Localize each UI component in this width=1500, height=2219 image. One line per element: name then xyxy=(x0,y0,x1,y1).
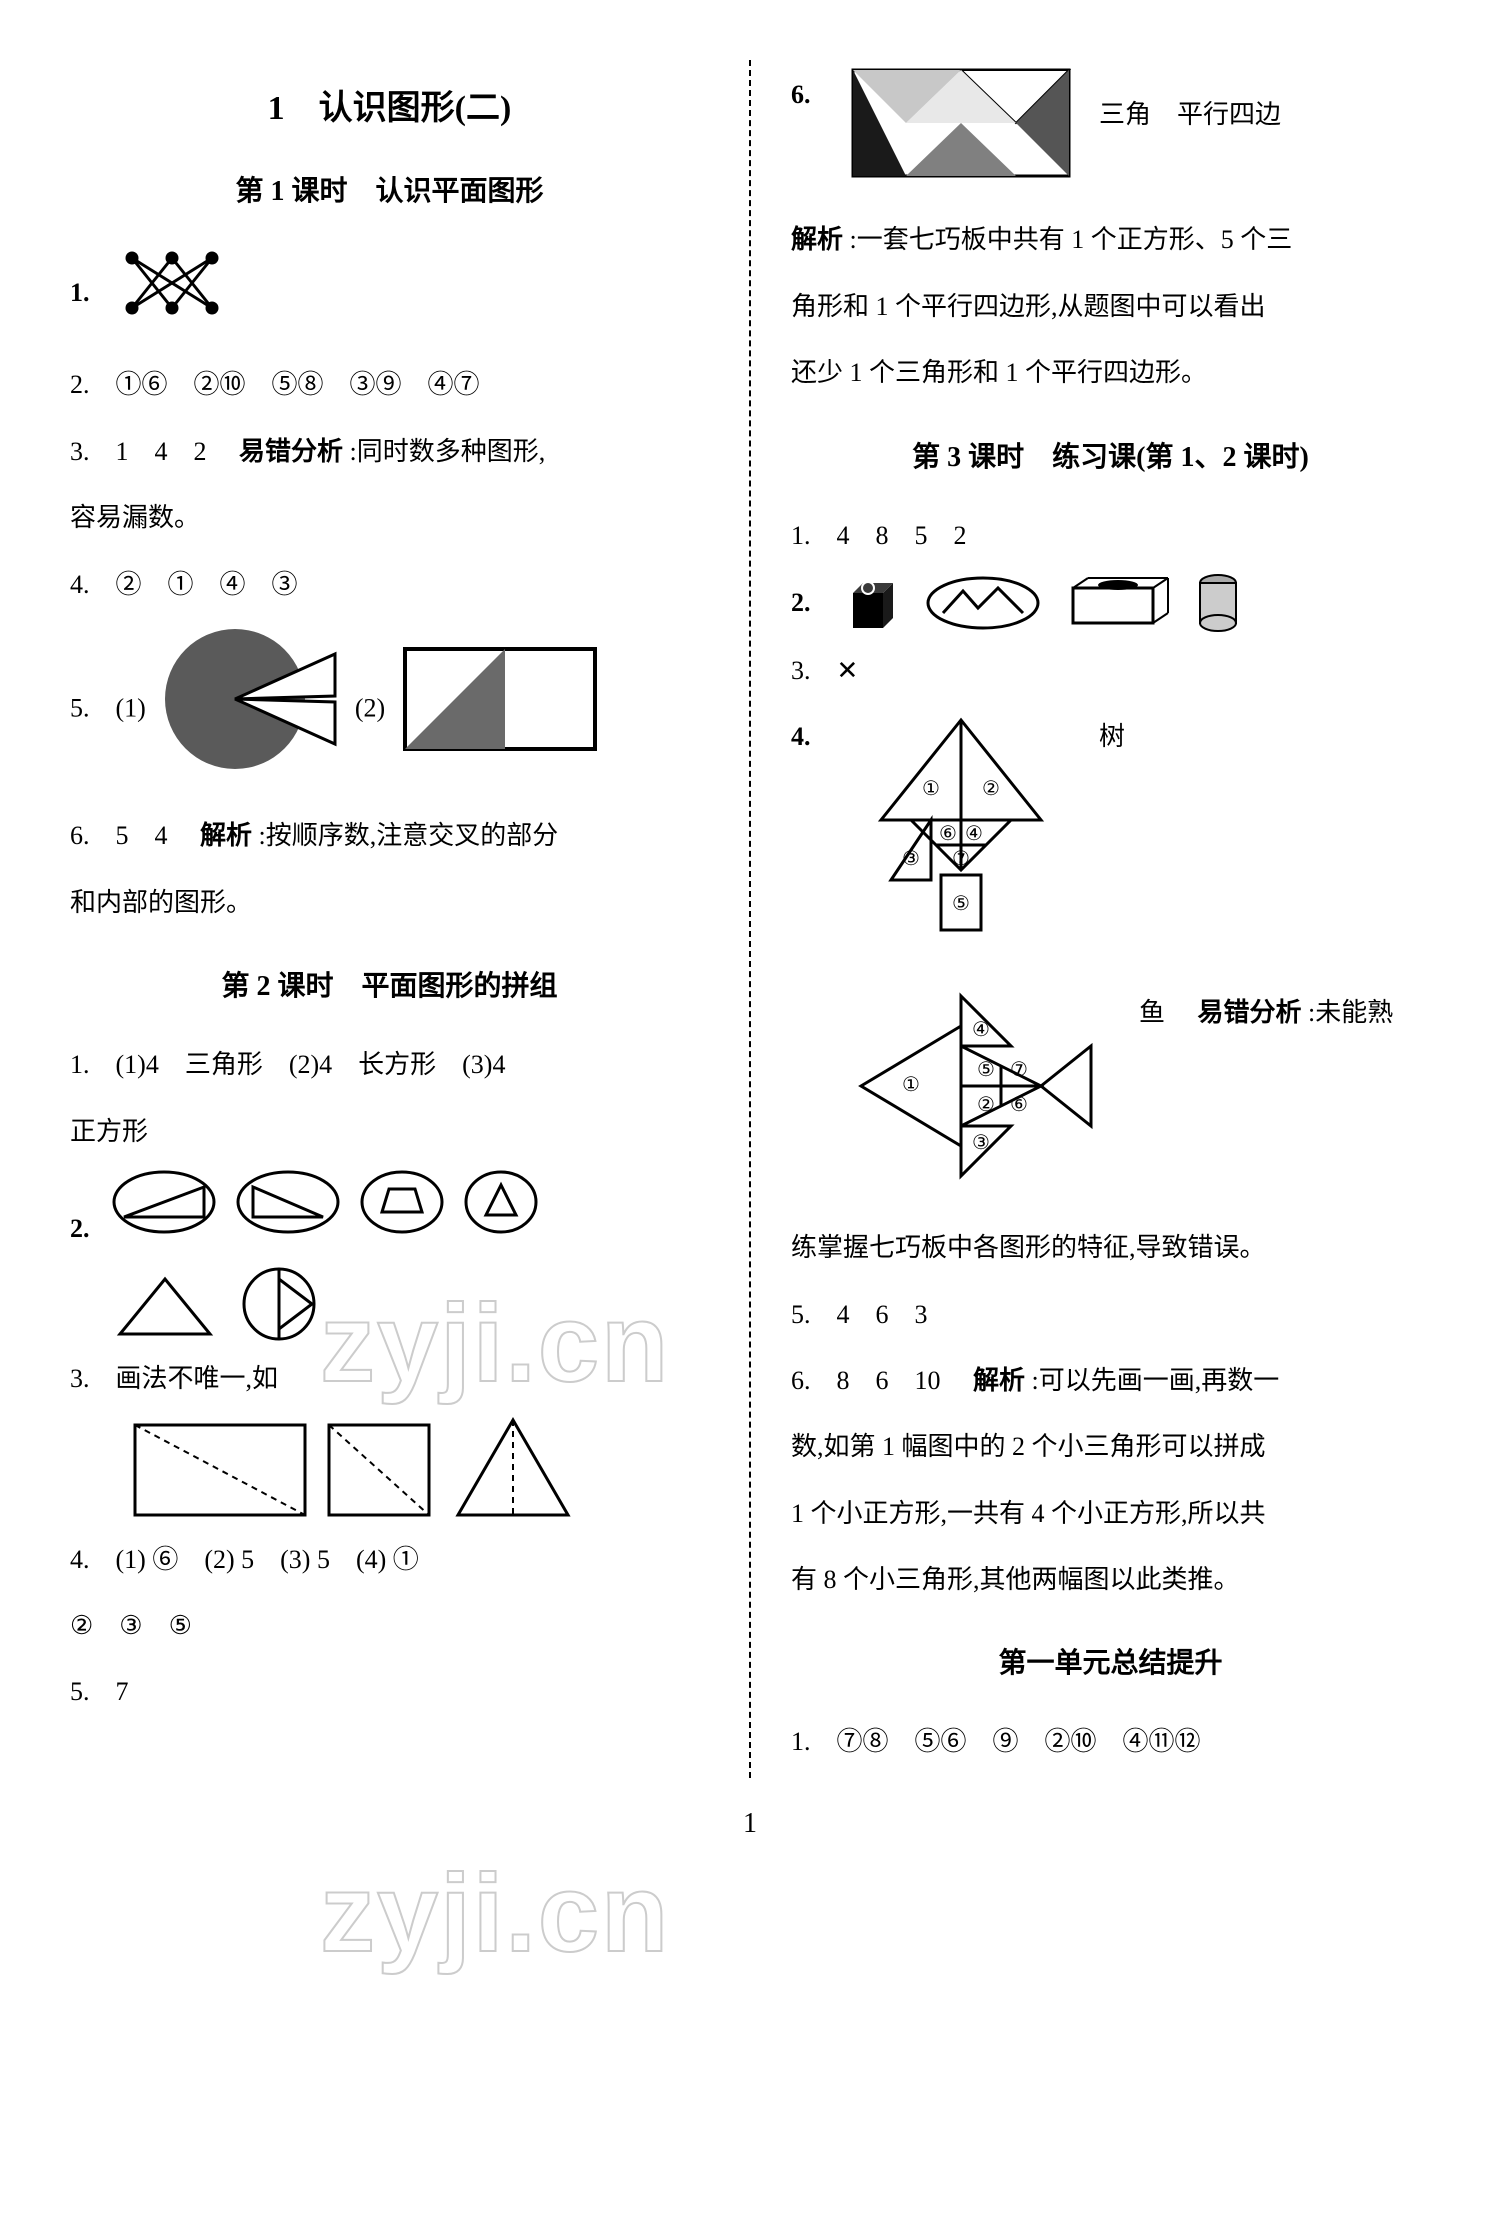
svg-text:③: ③ xyxy=(972,1132,990,1154)
cylinder-icon xyxy=(1193,571,1243,636)
two-column-layout: 1 认识图形(二) 第 1 课时 认识平面图形 1. 2. ①⑥ ②⑩ ⑤⑧ ③… xyxy=(70,60,1430,1778)
q6: 6. 5 4 解析 :按顺序数,注意交叉的部分 xyxy=(70,805,709,867)
err-label: 易错分析 xyxy=(1198,998,1302,1027)
s2-q1: 1. (1)4 三角形 (2)4 长方形 (3)4 xyxy=(70,1034,709,1096)
svg-text:④: ④ xyxy=(965,823,983,845)
s3-q6: 6. 8 6 10 解析 :可以先画一画,再数一 xyxy=(791,1350,1430,1412)
jx-label: 解析 xyxy=(791,225,843,254)
q3-text-a: 3. 1 4 2 xyxy=(70,437,233,466)
s3-q4-fish: ① ④ ⑤⑦ ②⑥ ③ 鱼 易错分析 :未能熟 xyxy=(791,982,1430,1213)
watermark: zyji.cn xyxy=(320,1850,670,1977)
s2-q1b: 正方形 xyxy=(70,1101,709,1163)
s3-q4-err2: 练掌握七巧板中各图形的特征,导致错误。 xyxy=(791,1217,1430,1279)
fish-label-group: 鱼 易错分析 :未能熟 xyxy=(1139,982,1393,1044)
tangram-rect xyxy=(851,68,1071,201)
s3-q2: 2. xyxy=(791,571,1430,636)
svg-text:⑦: ⑦ xyxy=(1010,1059,1028,1081)
q6-cont: 和内部的图形。 xyxy=(70,872,709,934)
q3-text-b: :同时数多种图形, xyxy=(350,437,546,466)
section-1-title: 第 1 课时 认识平面图形 xyxy=(70,169,709,209)
svg-text:①: ① xyxy=(902,1074,920,1096)
s2-q3: 3. 画法不唯一,如 xyxy=(70,1348,709,1410)
crosshatch-figure xyxy=(117,243,227,346)
svg-text:⑦: ⑦ xyxy=(952,848,970,870)
s3-q4: 4. ① ② ③⑥ ④ ⑦ xyxy=(791,706,1430,977)
s3-q5: 5. 4 6 3 xyxy=(791,1284,1430,1346)
s3-q6e: 有 8 个小三角形,其他两幅图以此类推。 xyxy=(791,1549,1430,1611)
q2: 2. ①⑥ ②⑩ ⑤⑧ ③⑨ ④⑦ xyxy=(70,354,709,416)
s2-q2: 2. xyxy=(70,1167,709,1260)
q1-num: 1. xyxy=(70,262,102,324)
s3-q6-b: :可以先画一画,再数一 xyxy=(1032,1366,1280,1395)
svg-text:⑥: ⑥ xyxy=(1010,1094,1028,1116)
svg-text:①: ① xyxy=(922,778,940,800)
q4: 4. ② ① ④ ③ xyxy=(70,554,709,616)
s3-q6c: 数,如第 1 幅图中的 2 个小三角形可以拼成 xyxy=(791,1416,1430,1478)
s4-q1: 1. ⑦⑧ ⑤⑥ ⑨ ②⑩ ④⑪⑫ xyxy=(791,1711,1430,1773)
q3-cont: 容易漏数。 xyxy=(70,487,709,549)
page-number: 1 xyxy=(70,1808,1430,1840)
svg-text:⑥: ⑥ xyxy=(939,823,957,845)
q5: 5. (1) (2) xyxy=(70,620,709,801)
tree-label: 树 xyxy=(1099,706,1125,768)
fish-label: 鱼 xyxy=(1139,998,1191,1027)
s2-q5: 5. 7 xyxy=(70,1661,709,1723)
r-jx1: 解析 :一套七巧板中共有 1 个正方形、5 个三 xyxy=(791,209,1430,271)
left-column: 1 认识图形(二) 第 1 课时 认识平面图形 1. 2. ①⑥ ②⑩ ⑤⑧ ③… xyxy=(70,60,709,1778)
s3-q2-num: 2. xyxy=(791,572,823,634)
svg-text:⑤: ⑤ xyxy=(952,893,970,915)
tangram-fish: ① ④ ⑤⑦ ②⑥ ③ xyxy=(851,986,1111,1209)
s3-q6-label: 解析 xyxy=(973,1366,1025,1395)
r-jx2: 角形和 1 个平行四边形,从题图中可以看出 xyxy=(791,276,1430,338)
r-q6-num: 6. xyxy=(791,64,823,126)
chapter-title: 1 认识图形(二) xyxy=(70,80,709,129)
section-4-title: 第一单元总结提升 xyxy=(791,1641,1430,1681)
oval-shapes-row2 xyxy=(110,1264,709,1344)
s3-q1: 1. 4 8 5 2 xyxy=(791,505,1430,567)
column-divider xyxy=(749,60,751,1778)
q3-label: 易错分析 xyxy=(239,437,343,466)
right-column: 6. 三角 平行四边 解析 :一套七巧板中共有 1 个正方形、5 个三 角形和 … xyxy=(791,60,1430,1778)
tissue-box-icon xyxy=(1063,573,1173,633)
svg-text:⑤: ⑤ xyxy=(977,1059,995,1081)
q6-text-b: :按顺序数,注意交叉的部分 xyxy=(259,821,559,850)
s3-q6-a: 6. 8 6 10 xyxy=(791,1366,967,1395)
s2-q2-num: 2. xyxy=(70,1198,102,1260)
q3: 3. 1 4 2 易错分析 :同时数多种图形, xyxy=(70,421,709,483)
s2-q3-shapes xyxy=(130,1415,709,1525)
circle-with-triangles xyxy=(160,624,340,797)
q6-label: 解析 xyxy=(200,821,252,850)
q1: 1. xyxy=(70,239,709,350)
mountains-oval-icon xyxy=(923,573,1043,633)
section-3-title: 第 3 课时 练习课(第 1、2 课时) xyxy=(791,435,1430,475)
r-q6: 6. 三角 平行四边 xyxy=(791,64,1430,205)
s3-q6d: 1 个小正方形,一共有 4 个小正方形,所以共 xyxy=(791,1483,1430,1545)
svg-text:②: ② xyxy=(982,778,1000,800)
err-text: :未能熟 xyxy=(1308,998,1393,1027)
q5-part2: (2) xyxy=(355,694,385,723)
s3-q3: 3. ✕ xyxy=(791,640,1430,702)
svg-text:④: ④ xyxy=(972,1019,990,1041)
oval-shapes-row1 xyxy=(109,1167,541,1237)
svg-text:②: ② xyxy=(977,1094,995,1116)
s2-q4a: 4. (1) ⑥ (2) 5 (3) 5 (4) ① xyxy=(70,1529,709,1591)
rect-with-triangle xyxy=(400,644,600,777)
svg-text:③: ③ xyxy=(902,848,920,870)
cube-icon xyxy=(843,573,903,633)
jx-text1: :一套七巧板中共有 1 个正方形、5 个三 xyxy=(850,225,1293,254)
q6-text-a: 6. 5 4 xyxy=(70,821,194,850)
s3-q4-num: 4. xyxy=(791,706,823,768)
r-q6-ans: 三角 平行四边 xyxy=(1099,84,1281,146)
q5-part1: 5. (1) xyxy=(70,694,146,723)
tangram-tree: ① ② ③⑥ ④ ⑦ ⑤ xyxy=(851,710,1071,973)
r-jx3: 还少 1 个三角形和 1 个平行四边形。 xyxy=(791,342,1430,404)
s2-q4b: ② ③ ⑤ xyxy=(70,1595,709,1657)
section-2-title: 第 2 课时 平面图形的拼组 xyxy=(70,964,709,1004)
